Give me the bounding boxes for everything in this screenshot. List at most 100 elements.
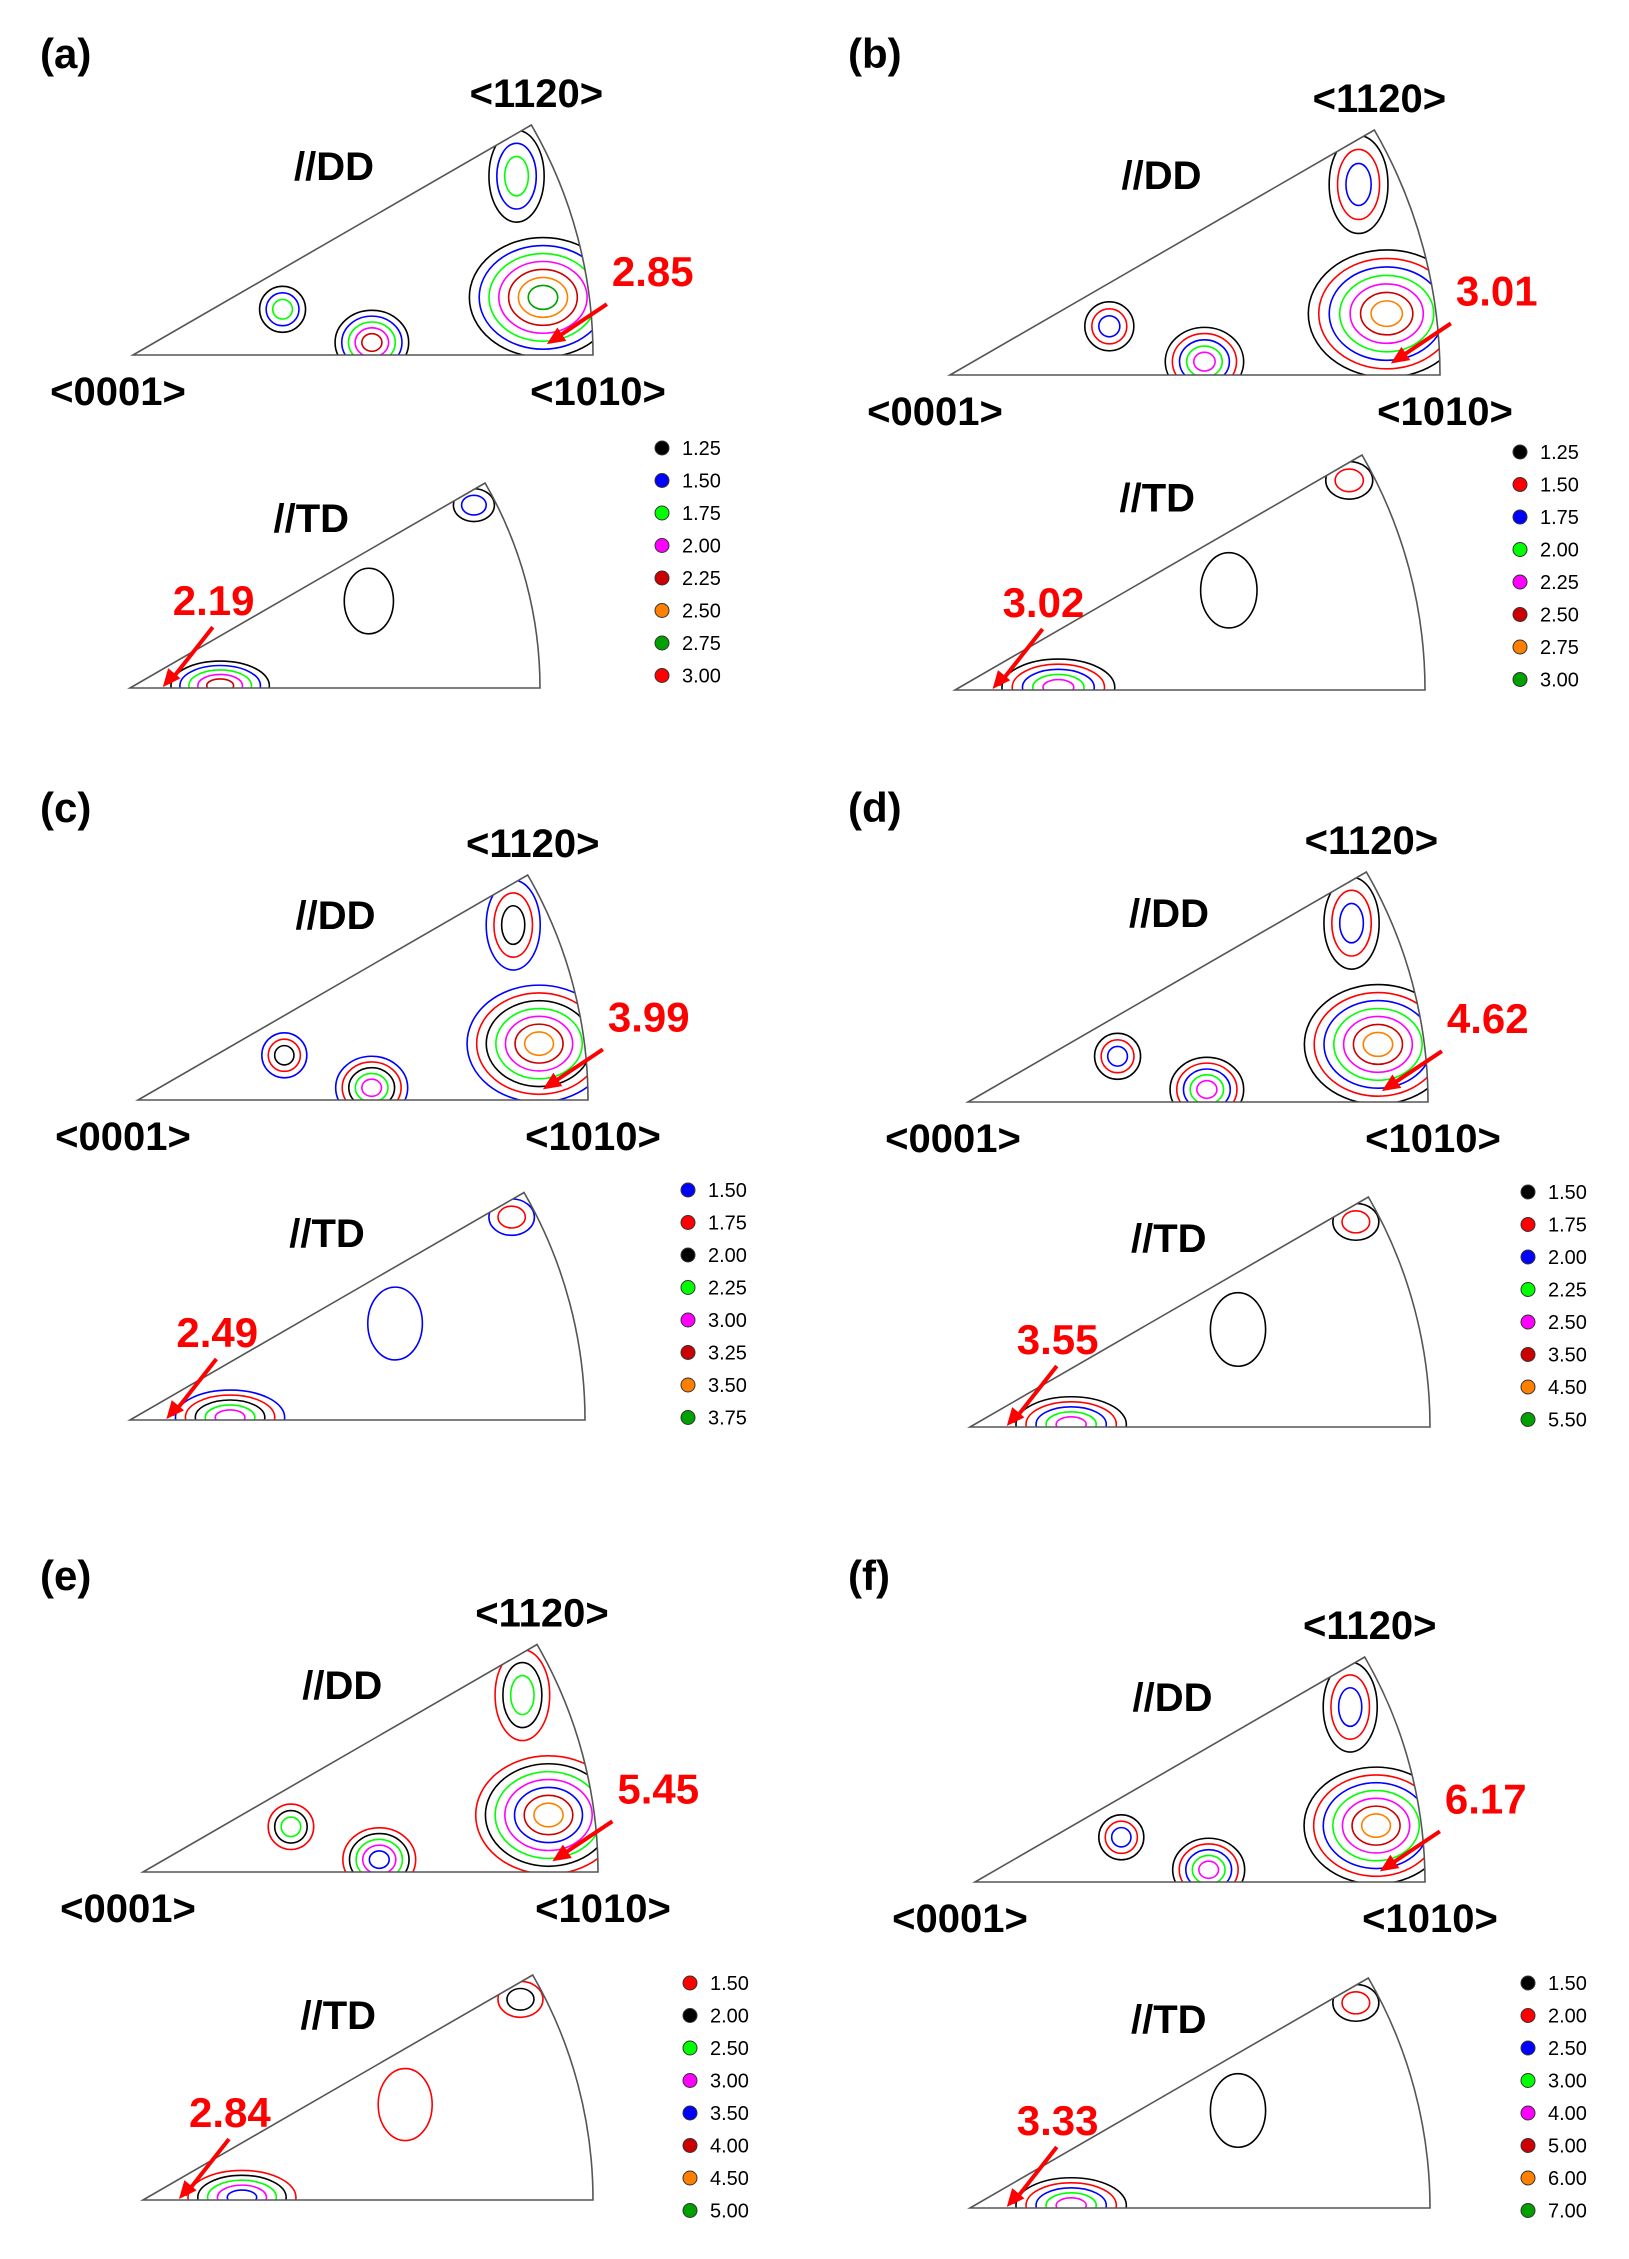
contour-line (343, 567, 395, 635)
dd-sector-outline (135, 873, 589, 1101)
contour-line (1091, 307, 1128, 345)
contour-line (485, 999, 588, 1088)
legend-value: 5.00 (710, 2201, 749, 2223)
contour-line (1317, 257, 1440, 370)
contour-line (1332, 1983, 1380, 2023)
contour-line (179, 664, 262, 688)
contour-line (494, 1770, 598, 1860)
max-arrow-head (162, 668, 181, 688)
contour-line (1336, 148, 1381, 221)
legend-value: 2.00 (710, 2006, 749, 2028)
contour-line (1178, 1843, 1239, 1882)
legend-value: 1.75 (682, 503, 721, 525)
td-max-value: 2.19 (173, 577, 255, 624)
panel-label: (d) (848, 784, 902, 831)
td-sector-outline (127, 481, 541, 689)
dd-inverse-pole-figure: //DD 2.85 <0001> <1010> <1120> (50, 72, 693, 414)
td-max-value: 3.33 (1017, 2097, 1099, 2144)
legend-value: 2.75 (1540, 637, 1579, 659)
legend-value: 7.00 (1548, 2201, 1587, 2223)
contour-line (205, 678, 235, 688)
contour-line (1055, 1416, 1088, 1427)
corner-label-0001: <0001> (50, 370, 186, 414)
legend-value: 2.75 (682, 633, 721, 655)
legend-value: 3.75 (708, 1408, 747, 1430)
max-arrow-head (166, 1400, 185, 1420)
legend-value: 3.00 (682, 666, 721, 688)
dd-title: //DD (302, 1664, 382, 1708)
legend-swatch (1512, 672, 1528, 687)
td-max-value: 3.55 (1017, 1316, 1099, 1363)
contour-line (1035, 2186, 1108, 2208)
contour-line (1322, 1781, 1425, 1870)
legend-value: 1.50 (1540, 475, 1579, 497)
max-arrow-line (167, 625, 215, 685)
max-arrow-head (1006, 1407, 1025, 1427)
contour-line (1185, 345, 1224, 375)
legend-value: 4.50 (1548, 1377, 1587, 1399)
legend-value: 2.00 (682, 536, 721, 558)
legend-value: 3.00 (708, 1310, 747, 1332)
legend-swatch (680, 1345, 696, 1360)
legend-value: 5.00 (1548, 2136, 1587, 2158)
legend-swatch (1520, 2170, 1536, 2186)
dd-sector-outline (140, 1643, 599, 1873)
contour-line (1334, 468, 1365, 493)
dd-inverse-pole-figure: //DD 4.62 <0001> <1010> <1120> (885, 819, 1528, 1161)
contour-line (1370, 300, 1404, 328)
td-title: //TD (289, 1212, 365, 1256)
dd-inverse-pole-figure: //DD 3.01 <0001> <1010> <1120> (867, 77, 1537, 434)
legend-swatch (1520, 2040, 1536, 2056)
contour-legend: 1.50 2.00 2.50 3.00 3.50 4.00 4.50 5.00 (682, 1973, 749, 2223)
td-sector-outline (967, 1195, 1431, 1428)
corner-label-1120: <1120> (470, 72, 604, 116)
corner-label-0001: <0001> (867, 390, 1003, 434)
contour-line (1362, 1031, 1394, 1058)
contour-line (1055, 2197, 1088, 2208)
dd-title: //DD (1133, 1676, 1213, 1720)
legend-swatch (1520, 1217, 1536, 1232)
td-sector-outline (967, 1976, 1431, 2209)
legend-swatch (654, 440, 670, 456)
legend-value: 1.25 (1540, 442, 1579, 464)
contour-line (1175, 1062, 1238, 1102)
contour-line (361, 1078, 383, 1098)
contour-line (1035, 1405, 1108, 1427)
contour-line (197, 673, 244, 688)
panel-b: (b) //DD 3.01 <0001> <1010> <1120> //TD 3.02 1.2… (848, 30, 1579, 692)
corner-label-0001: <0001> (892, 1897, 1028, 1941)
contour-line (1323, 999, 1428, 1090)
dd-sector-outline (965, 870, 1429, 1103)
legend-value: 1.25 (682, 438, 721, 460)
panel-label: (a) (40, 30, 91, 77)
contour-line (1031, 673, 1085, 690)
contour-line (1332, 1789, 1421, 1862)
panel-label: (e) (40, 1552, 91, 1599)
corner-label-1120: <1120> (466, 822, 600, 866)
contour-legend: 1.50 2.00 2.50 3.00 4.00 5.00 6.00 7.00 (1520, 1973, 1587, 2223)
contour-line (377, 2067, 433, 2142)
contour-line (265, 292, 300, 327)
contour-line (1342, 1015, 1414, 1074)
contour-line (368, 1850, 391, 1870)
max-arrow-line (170, 1357, 218, 1417)
contour-line (513, 1786, 584, 1844)
contour-line (1042, 678, 1075, 690)
contour-lines (258, 129, 593, 355)
contour-line (1110, 1826, 1132, 1848)
legend-value: 2.50 (710, 2038, 749, 2060)
legend-swatch (682, 2105, 698, 2121)
contour-line (355, 1838, 404, 1872)
legend-value: 1.75 (1548, 1215, 1587, 1237)
contour-line (1341, 1797, 1411, 1854)
legend-value: 1.50 (1548, 1182, 1587, 1204)
legend-swatch (1520, 1379, 1536, 1395)
legend-value: 5.50 (1548, 1410, 1587, 1432)
contour-line (204, 1404, 256, 1420)
contour-line (478, 244, 593, 351)
legend-swatch (680, 1410, 696, 1425)
legend-swatch (1520, 1412, 1536, 1427)
contour-line (1338, 274, 1435, 353)
legend-value: 1.75 (1540, 507, 1579, 529)
